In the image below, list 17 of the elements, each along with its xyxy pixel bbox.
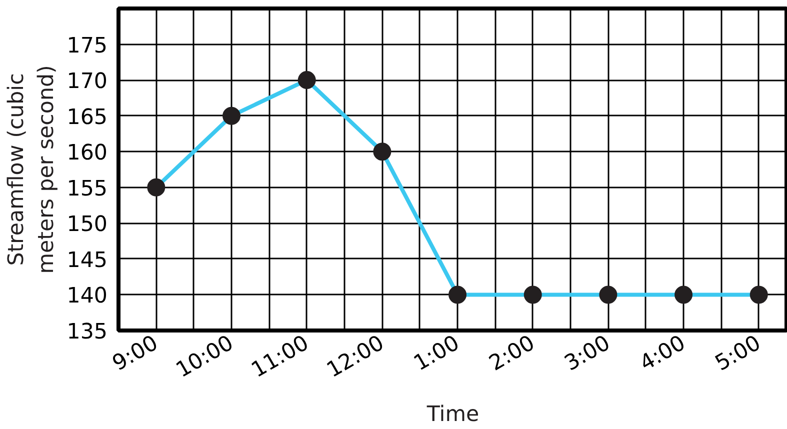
y-tick-label: 135 xyxy=(66,320,108,344)
x-tick-label: 1:00 xyxy=(410,330,464,376)
y-tick-label: 175 xyxy=(66,33,108,58)
x-tick-label: 3:00 xyxy=(560,330,614,376)
x-axis-title: Time xyxy=(426,402,480,427)
y-tick-label: 160 xyxy=(66,140,108,166)
y-tick-label: 145 xyxy=(66,248,108,273)
y-tick-label: 165 xyxy=(66,104,108,130)
x-tick-label: 5:00 xyxy=(711,330,766,376)
x-tick-label: 4:00 xyxy=(636,330,690,376)
x-tick-label: 9:00 xyxy=(108,330,162,376)
x-tick-label: 2:00 xyxy=(485,330,540,376)
y-tick-label: 150 xyxy=(66,212,108,238)
y-tick-label: 155 xyxy=(66,176,108,202)
y-tick-label: 140 xyxy=(66,284,108,309)
y-axis-title: Streamflow (cubic meters per second) xyxy=(4,65,59,274)
y-tick-label: 170 xyxy=(66,69,108,94)
